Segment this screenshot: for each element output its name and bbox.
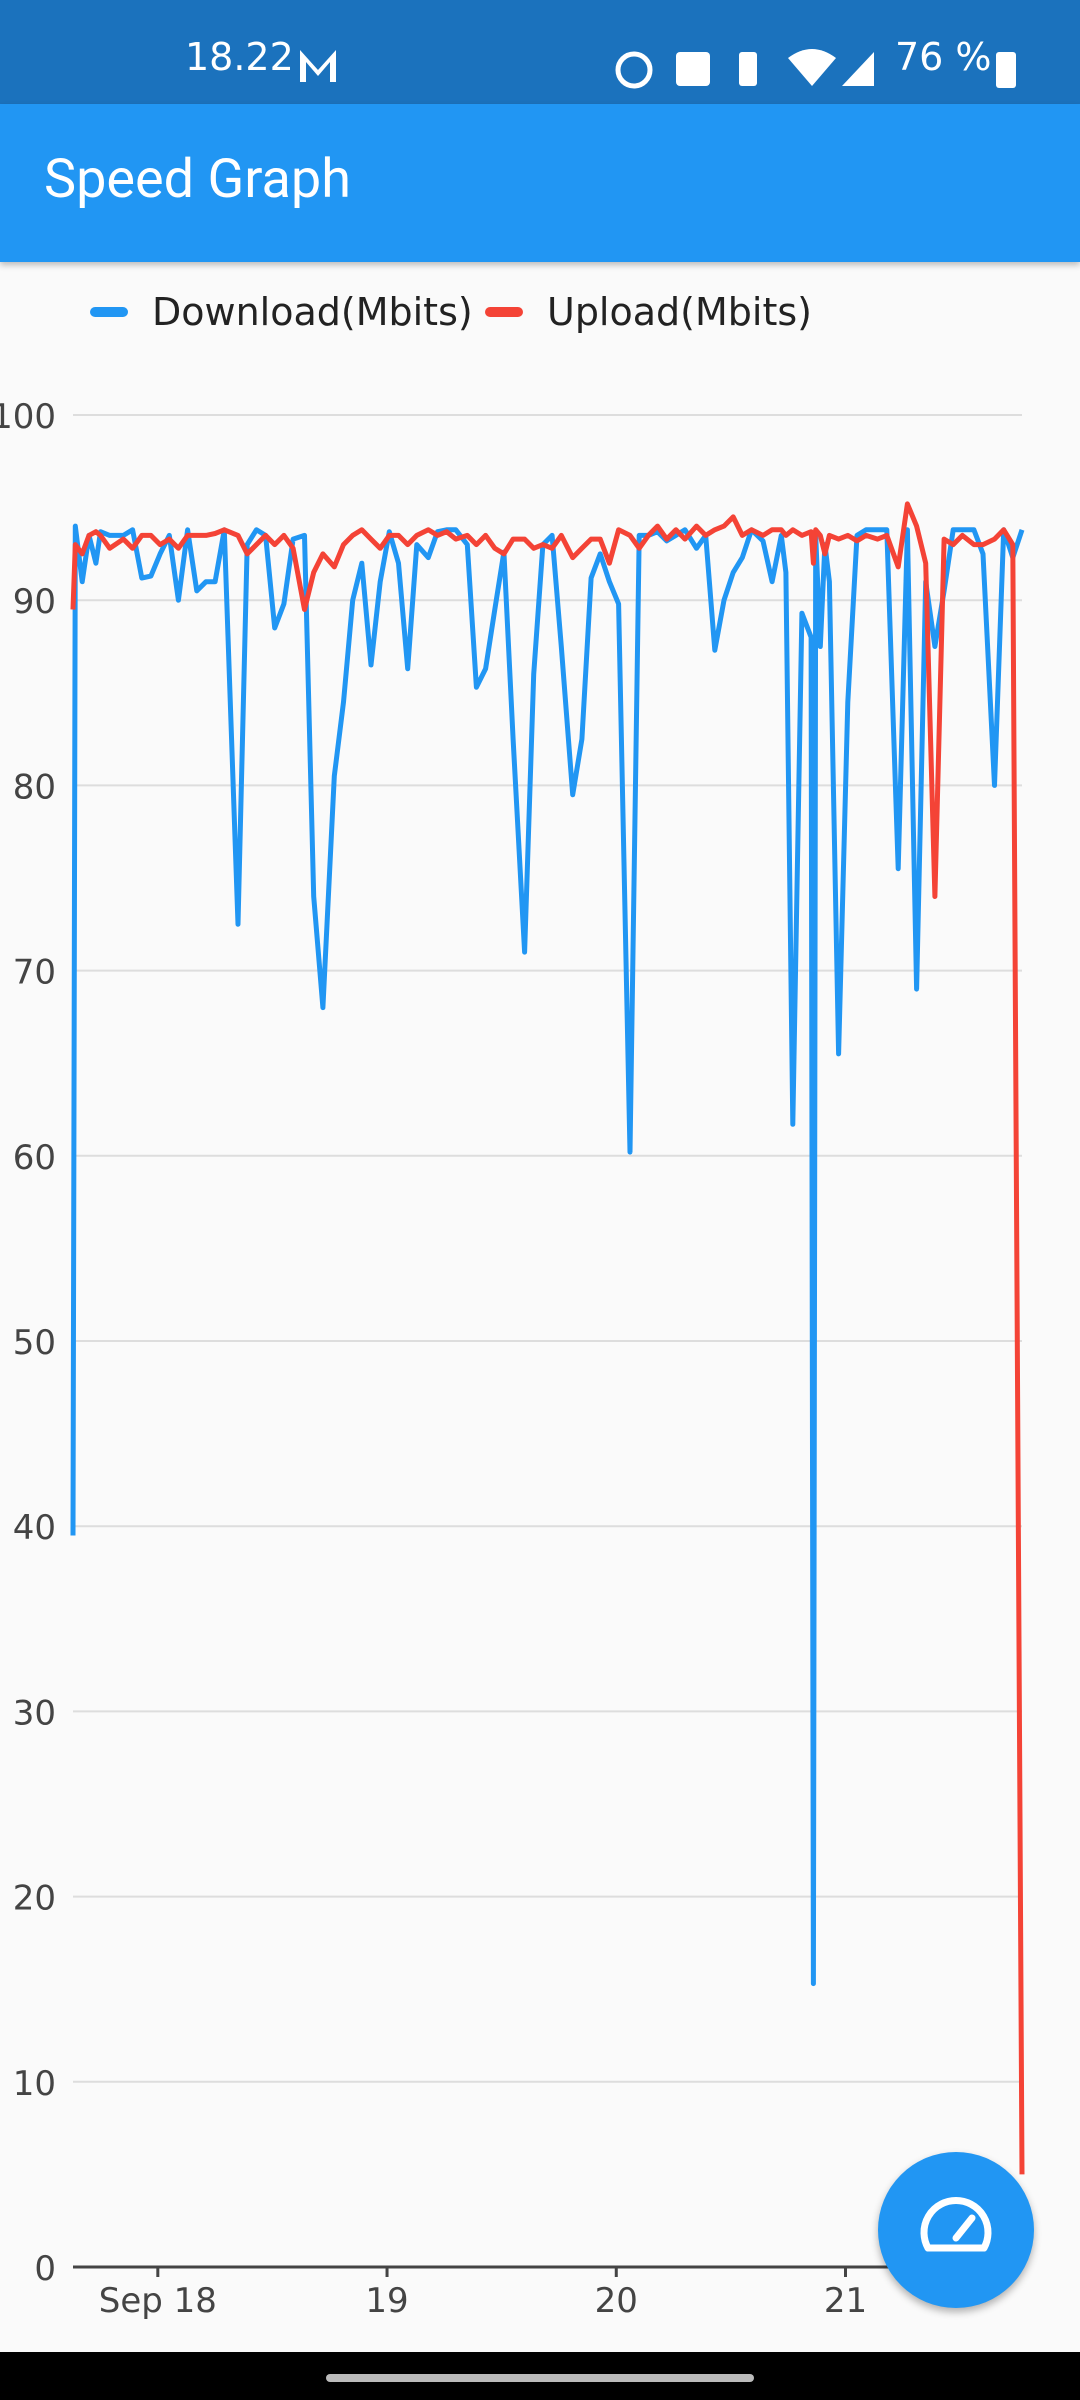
wifi-icon: [788, 49, 836, 86]
series-line: [70, 501, 1025, 2175]
app-bar: Speed Graph: [0, 104, 1080, 262]
y-tick-label: 10: [13, 2064, 56, 2104]
x-tick-label: 20: [595, 2281, 638, 2321]
y-tick-label: 0: [34, 2249, 56, 2289]
nfc-icon: [676, 52, 710, 86]
x-tick-label: 21: [824, 2281, 867, 2321]
navigation-bar: [0, 2352, 1080, 2400]
alarm-icon: [615, 51, 653, 89]
x-tick-label: 19: [365, 2281, 408, 2321]
y-tick-label: 70: [13, 953, 56, 993]
battery-icon: [996, 52, 1016, 88]
clock: 18.22: [185, 35, 294, 79]
y-tick-label: 30: [13, 1693, 56, 1733]
status-icons: 18.22 76 %: [185, 35, 1016, 89]
y-tick-label: 90: [13, 582, 56, 622]
y-tick-label: 20: [13, 1879, 56, 1919]
gmail-icon: [300, 50, 336, 82]
y-tick-label: 60: [13, 1138, 56, 1178]
battery-level: 76 %: [895, 35, 992, 79]
gauge-icon: [920, 2197, 992, 2252]
legend-label: Upload(Mbits): [547, 290, 812, 334]
y-tick-label: 50: [13, 1323, 56, 1363]
vibrate-icon: [739, 52, 757, 86]
y-tick-label: 40: [13, 1508, 56, 1548]
status-bar: 18.22 76 %: [0, 0, 1080, 104]
speed-test-button[interactable]: [878, 2152, 1034, 2308]
signal-icon: [842, 52, 874, 86]
app-title: Speed Graph: [44, 148, 351, 211]
y-tick-label: 100: [0, 397, 56, 437]
y-tick-label: 80: [13, 767, 56, 807]
x-tick-label: Sep 18: [99, 2281, 217, 2321]
home-handle[interactable]: [326, 2374, 754, 2382]
series-line: [70, 523, 1025, 1987]
legend-label: Download(Mbits): [152, 290, 473, 334]
